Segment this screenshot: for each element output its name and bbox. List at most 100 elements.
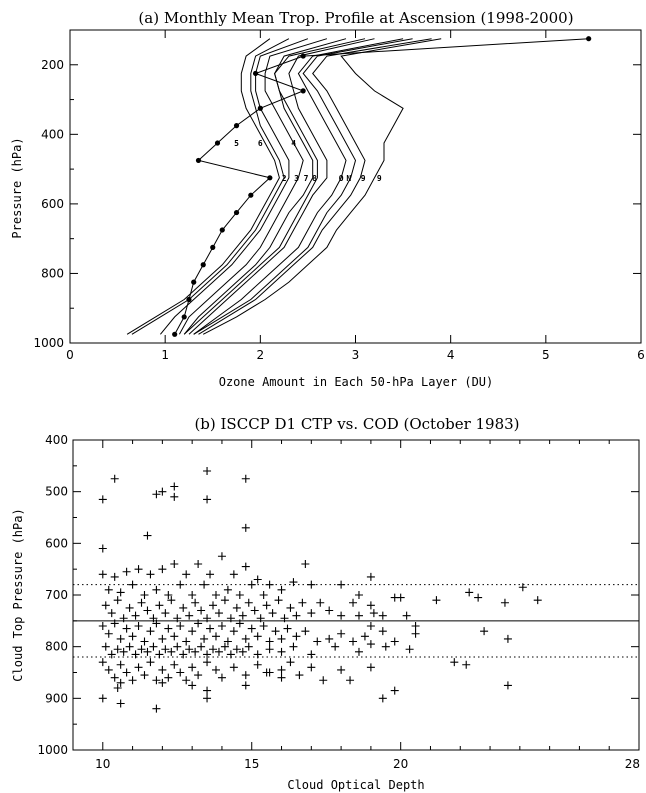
panel-b-scatter-point xyxy=(500,598,509,607)
panel-b-scatter-point xyxy=(137,645,146,654)
panel-b-scatter-point xyxy=(140,637,149,646)
panel-b-scatter-point xyxy=(113,684,122,692)
panel-b-scatter-point xyxy=(313,637,322,646)
panel-b-scatter-point xyxy=(253,575,262,584)
panel-b-scatter-point xyxy=(98,658,107,667)
panel-b-x-ticks: 10 15 20 28 xyxy=(95,440,640,771)
panel-b-scatter-point xyxy=(179,650,188,659)
panel-b-scatter-point xyxy=(244,642,253,651)
panel-b-scatter-point xyxy=(265,580,274,589)
panel-b-scatter-point xyxy=(188,681,197,690)
panel-b-scatter-point xyxy=(286,658,295,667)
panel-b-scatter-point xyxy=(152,490,161,499)
panel-b-scatter-point xyxy=(256,614,265,623)
panel-b-scatter-point xyxy=(158,634,167,643)
panel-b-scatter-point xyxy=(152,585,161,594)
panel-b-title: (b) ISCCP D1 CTP vs. COD (October 1983) xyxy=(194,415,519,433)
panel-b-scatter-point xyxy=(197,606,206,615)
panel-b-scatter-point xyxy=(277,585,286,594)
panel-a-y-tick-label: 600 xyxy=(41,197,64,211)
panel-b-x-axis-label: Cloud Optical Depth xyxy=(287,778,424,792)
panel-b-scatter-point xyxy=(241,671,250,680)
panel-a-marker-point xyxy=(248,192,254,198)
panel-b-scatter-point xyxy=(366,601,375,610)
panel-b-scatter-point xyxy=(119,614,128,623)
panel-a-month-label: 5 xyxy=(234,139,239,148)
panel-b-scatter-point xyxy=(503,634,512,643)
panel-b-scatter-point xyxy=(316,598,325,607)
panel-a-profile-lines xyxy=(126,38,589,335)
panel-a-month-labels: 5 6 4 2 3 7 8 O N 9 9 xyxy=(234,139,382,183)
panel-b-scatter-point xyxy=(480,627,489,636)
panel-b-scatter-point xyxy=(262,668,271,677)
panel-a-x-tick-label: 5 xyxy=(542,348,550,362)
panel-a-marker-point xyxy=(233,209,240,216)
panel-b-scatter-point xyxy=(176,580,185,589)
panel-b-scatter-point xyxy=(125,642,134,651)
panel-b-scatter-point xyxy=(188,627,197,636)
panel-b-scatter-point xyxy=(465,588,474,597)
panel-b-scatter-point xyxy=(277,673,286,682)
panel-b-scatter-point xyxy=(101,642,110,651)
panel-b-scatter-point xyxy=(152,704,161,713)
panel-b-scatter-point xyxy=(214,609,223,618)
panel-b-scatter-point xyxy=(140,671,149,680)
panel-b-scatter-point xyxy=(307,580,316,589)
panel-b-scatter-point xyxy=(360,632,369,641)
panel-b-scatter-point xyxy=(170,660,179,669)
panel-a-x-tick-label: 2 xyxy=(257,348,265,362)
panel-b-scatter-point xyxy=(152,676,161,685)
panel-a-y-axis-label: Pressure (hPa) xyxy=(10,137,24,238)
panel-b-scatter-point xyxy=(253,632,262,641)
panel-a-x-tick-label: 6 xyxy=(637,348,645,362)
panel-a-y-tick-label: 1000 xyxy=(33,336,64,350)
panel-b-scatter-point xyxy=(211,632,220,641)
panel-a-y-ticks: 200 400 600 800 1000 xyxy=(33,58,641,350)
panel-a-marker-point xyxy=(191,279,197,285)
panel-b-x-tick-label: 10 xyxy=(95,757,110,771)
panel-b-scatter-point xyxy=(241,634,250,643)
panel-b-scatter-point xyxy=(289,578,298,587)
panel-b-scatter-point xyxy=(241,562,250,571)
panel-b-scatter-point xyxy=(277,634,286,643)
panel-b-scatter-point xyxy=(307,609,316,618)
panel-b-scatter-point xyxy=(203,495,212,504)
panel-a-marker-point xyxy=(210,244,216,250)
panel-b-scatter-point xyxy=(122,567,131,576)
panel-b-scatter-point xyxy=(203,614,212,623)
panel-b-y-ticks: 400 500 600 700 800 900 1000 xyxy=(37,433,639,757)
panel-a-marker-point xyxy=(186,296,192,303)
panel-b-scatter-point xyxy=(143,647,152,656)
panel-b-scatter-point xyxy=(265,637,274,646)
panel-b-scatter-point xyxy=(164,673,173,682)
panel-a-month-label: O xyxy=(339,174,344,183)
panel-b-scatter-point xyxy=(131,650,140,659)
panel-b-scatter-point xyxy=(200,634,209,643)
panel-b-scatter-point xyxy=(307,663,316,672)
panel-b-scatter-point xyxy=(354,591,363,599)
panel-b-scatter-point xyxy=(307,650,316,659)
panel-b-scatter-point xyxy=(286,603,295,612)
panel-a-profile-line-6 xyxy=(188,38,375,335)
panel-b-scatter-point xyxy=(98,495,107,504)
panel-b-scatter-point xyxy=(182,570,191,579)
panel-a-x-tick-label: 1 xyxy=(161,348,169,362)
panel-b-scatter-point xyxy=(337,580,346,589)
panel-b-scatter-point xyxy=(390,686,399,695)
panel-b-scatter-point xyxy=(104,629,113,638)
panel-b-scatter-point xyxy=(337,665,346,674)
panel-b-scatter-point xyxy=(354,611,363,620)
panel-b-scatter-point xyxy=(203,650,212,659)
panel-b-scatter-point xyxy=(283,624,292,633)
panel-b-scatter-point xyxy=(209,601,218,610)
panel-b-scatter-point xyxy=(185,611,194,620)
panel-b-scatter-point xyxy=(143,606,152,615)
panel-b-scatter-point xyxy=(134,565,143,574)
panel-b-scatter-point xyxy=(211,591,220,599)
panel-b-scatter-point xyxy=(140,591,149,599)
panel-a-month-label: 2 xyxy=(282,174,287,183)
panel-b-scatter-point xyxy=(369,609,378,618)
panel-b-scatter-point xyxy=(292,611,301,620)
panel-b-scatter-point xyxy=(301,627,310,636)
